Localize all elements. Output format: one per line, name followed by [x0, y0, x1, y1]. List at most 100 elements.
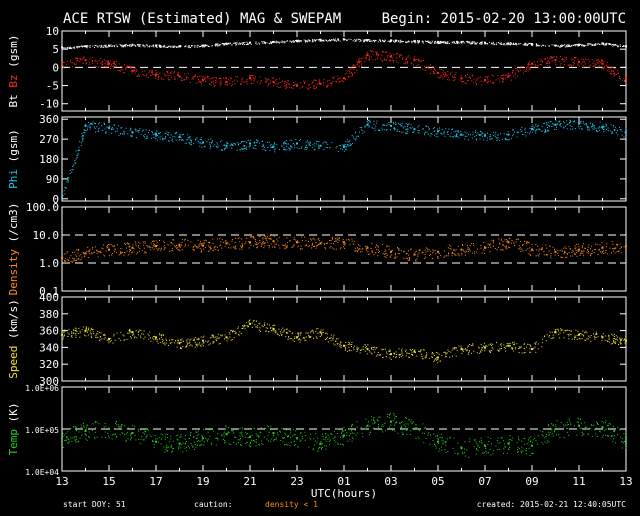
density-sample-dot — [471, 243, 472, 244]
mag-sample-dot — [399, 56, 400, 57]
mag-sample-dot — [410, 58, 411, 59]
mag-sample-dot — [414, 59, 415, 60]
speed-sample-dot — [398, 348, 399, 349]
speed-sample-dot — [511, 348, 512, 349]
speed-sample-dot — [445, 352, 446, 353]
phi-sample-dot — [457, 136, 458, 137]
mag-sample-dot — [536, 43, 537, 44]
mag-sample-dot — [546, 63, 547, 64]
mag-sample-dot — [154, 74, 155, 75]
phi-sample-dot — [567, 124, 568, 125]
mag-sample-dot — [66, 64, 67, 65]
speed-sample-dot — [76, 331, 77, 332]
mag-sample-dot — [121, 45, 122, 46]
density-sample-dot — [127, 251, 128, 252]
mag-sample-dot — [149, 71, 150, 72]
speed-sample-dot — [491, 350, 492, 351]
density-sample-dot — [403, 251, 404, 252]
mag-sample-dot — [545, 46, 546, 47]
mag-sample-dot — [278, 83, 279, 84]
mag-sample-dot — [607, 70, 608, 71]
mag-sample-dot — [237, 42, 238, 43]
speed-sample-dot — [388, 350, 389, 351]
mag-sample-dot — [249, 75, 250, 76]
mag-sample-dot — [483, 81, 484, 82]
mag-sample-dot — [585, 58, 586, 59]
phi-sample-dot — [235, 144, 236, 145]
mag-sample-dot — [109, 46, 110, 47]
speed-sample-dot — [608, 339, 609, 340]
mag-sample-dot — [572, 59, 573, 60]
density-sample-dot — [292, 246, 293, 247]
phi-sample-dot — [542, 126, 543, 127]
density-sample-dot — [493, 241, 494, 242]
phi-sample-dot — [135, 130, 136, 131]
mag-sample-dot — [361, 58, 362, 59]
mag-sample-dot — [589, 66, 590, 67]
density-sample-dot — [290, 241, 291, 242]
speed-sample-dot — [177, 347, 178, 348]
mag-sample-dot — [463, 41, 464, 42]
mag-sample-dot — [207, 45, 208, 46]
phi-sample-dot — [318, 148, 319, 149]
mag-sample-dot — [447, 75, 448, 76]
speed-sample-dot — [449, 357, 450, 358]
speed-sample-dot — [376, 347, 377, 348]
speed-sample-dot — [389, 354, 390, 355]
phi-sample-dot — [94, 126, 95, 127]
speed-sample-dot — [467, 349, 468, 350]
speed-sample-dot — [538, 343, 539, 344]
speed-sample-dot — [485, 345, 486, 346]
mag-sample-dot — [528, 63, 529, 64]
phi-sample-dot — [138, 132, 139, 133]
mag-sample-dot — [73, 47, 74, 48]
density-sample-dot — [539, 249, 540, 250]
phi-sample-dot — [434, 127, 435, 128]
mag-sample-dot — [614, 44, 615, 45]
mag-sample-dot — [549, 58, 550, 59]
density-sample-dot — [520, 249, 521, 250]
density-sample-dot — [465, 255, 466, 256]
speed-sample-dot — [202, 344, 203, 345]
phi-sample-dot — [324, 141, 325, 142]
speed-sample-dot — [456, 356, 457, 357]
density-sample-dot — [306, 245, 307, 246]
speed-sample-dot — [472, 343, 473, 344]
mag-sample-dot — [324, 41, 325, 42]
density-sample-dot — [408, 255, 409, 256]
density-sample-dot — [389, 249, 390, 250]
speed-sample-dot — [290, 338, 291, 339]
density-sample-dot — [357, 247, 358, 248]
density-sample-dot — [164, 242, 165, 243]
speed-sample-dot — [328, 341, 329, 342]
phi-sample-dot — [508, 139, 509, 140]
phi-sample-dot — [226, 142, 227, 143]
mag-sample-dot — [297, 84, 298, 85]
mag-sample-dot — [453, 77, 454, 78]
density-sample-dot — [458, 246, 459, 247]
speed-sample-dot — [487, 346, 488, 347]
phi-sample-dot — [183, 140, 184, 141]
speed-sample-dot — [616, 339, 617, 340]
speed-sample-dot — [210, 343, 211, 344]
mag-sample-dot — [447, 42, 448, 43]
mag-sample-dot — [583, 59, 584, 60]
speed-sample-dot — [151, 341, 152, 342]
phi-sample-dot — [286, 143, 287, 144]
density-sample-dot — [176, 245, 177, 246]
mag-sample-dot — [528, 68, 529, 69]
mag-sample-dot — [108, 46, 109, 47]
density-sample-dot — [77, 259, 78, 260]
speed-sample-dot — [516, 343, 517, 344]
speed-sample-dot — [424, 349, 425, 350]
density-sample-dot — [108, 250, 109, 251]
speed-sample-dot — [157, 341, 158, 342]
mag-sample-dot — [545, 58, 546, 59]
phi-sample-dot — [161, 136, 162, 137]
phi-sample-dot — [548, 122, 549, 123]
phi-sample-dot — [130, 128, 131, 129]
density-sample-dot — [341, 247, 342, 248]
density-sample-dot — [106, 251, 107, 252]
mag-sample-dot — [422, 41, 423, 42]
density-sample-dot — [244, 243, 245, 244]
